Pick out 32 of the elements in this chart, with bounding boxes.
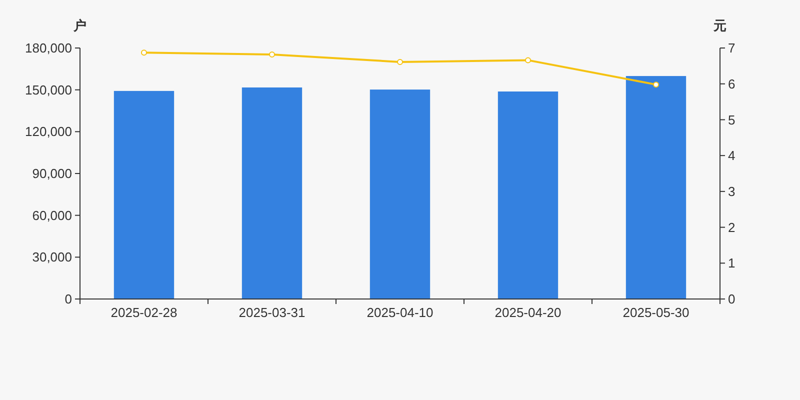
- x-tick-label: 2025-05-30: [622, 305, 690, 320]
- y-tick-label: 60,000: [32, 208, 72, 223]
- bar: [242, 87, 302, 299]
- point: [525, 57, 531, 64]
- x-tick-label: 2025-04-20: [494, 305, 562, 320]
- y-axis-title: 户: [72, 18, 86, 33]
- point: [653, 82, 659, 88]
- bar: [626, 76, 686, 299]
- y2-tick-label: 5: [728, 112, 736, 128]
- y2-tick-label: 0: [728, 292, 736, 307]
- y2-tick-label: 3: [728, 184, 736, 199]
- y2-tick-label: 4: [728, 148, 736, 164]
- bar: [498, 92, 558, 299]
- y-tick-label: 90,000: [32, 166, 72, 182]
- y-tick-label: 0: [64, 292, 72, 307]
- x-tick-label: 2025-03-31: [238, 305, 306, 320]
- bar: [114, 90, 174, 299]
- point: [397, 58, 403, 65]
- y-tick-label: 180,000: [25, 40, 72, 56]
- point: [269, 51, 275, 58]
- y2-tick-label: 1: [728, 256, 736, 271]
- y2-axis-title: 元: [712, 18, 726, 33]
- point: [141, 50, 147, 56]
- y-tick-label: 30,000: [32, 250, 72, 265]
- x-tick-label: 2025-02-28: [110, 305, 178, 320]
- y-tick-label: 150,000: [25, 82, 72, 98]
- y2-tick-label: 2: [728, 220, 736, 235]
- bar: [370, 90, 430, 299]
- y2-tick-label: 7: [728, 40, 736, 56]
- y-tick-label: 120,000: [25, 124, 72, 140]
- x-tick-label: 2025-04-10: [366, 305, 434, 320]
- y2-tick-label: 6: [728, 76, 736, 92]
